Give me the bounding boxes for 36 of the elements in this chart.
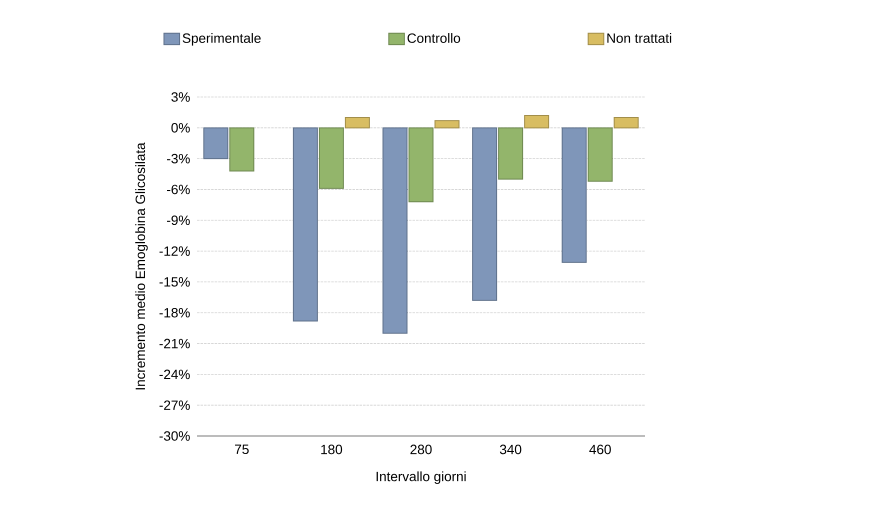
x-tick-label: 75 bbox=[235, 444, 249, 454]
legend-label: Non trattati bbox=[607, 33, 672, 43]
legend-label: Sperimentale bbox=[182, 33, 261, 46]
bar bbox=[382, 127, 408, 334]
bar bbox=[318, 127, 344, 189]
x-tick-label: 180 bbox=[321, 444, 342, 454]
bar bbox=[614, 117, 639, 128]
y-tick-label: -15% bbox=[160, 277, 190, 287]
y-tick-label: -9% bbox=[166, 216, 190, 226]
bar bbox=[588, 127, 613, 182]
y-tick-label: -6% bbox=[166, 184, 190, 194]
bar bbox=[498, 127, 524, 180]
x-tick-label: 340 bbox=[500, 444, 522, 454]
bar bbox=[562, 127, 587, 263]
y-tick-label: 3% bbox=[171, 92, 190, 102]
legend-label: Controllo bbox=[408, 33, 460, 43]
bar bbox=[472, 127, 498, 301]
y-axis-title: Incremento medio Emoglobina Glicosilata bbox=[135, 142, 148, 390]
y-tick-label: -18% bbox=[160, 308, 190, 318]
bar bbox=[229, 127, 254, 172]
y-tick-label: -21% bbox=[160, 338, 190, 348]
y-tick-label: -27% bbox=[160, 400, 190, 410]
bar bbox=[292, 127, 318, 322]
bar bbox=[344, 117, 370, 128]
y-tick-label: -3% bbox=[166, 154, 190, 164]
bar bbox=[408, 127, 434, 202]
y-tick-label: -30% bbox=[160, 431, 190, 441]
x-tick-label: 280 bbox=[410, 444, 432, 454]
bar bbox=[434, 120, 460, 128]
bar bbox=[203, 127, 228, 160]
y-tick-label: 0% bbox=[171, 123, 190, 133]
x-axis-title: Intervallo giorni bbox=[376, 471, 466, 484]
y-tick-label: -12% bbox=[160, 246, 190, 256]
x-tick-label: 460 bbox=[589, 444, 611, 454]
y-tick-label: -24% bbox=[160, 370, 190, 380]
bar bbox=[524, 114, 550, 128]
